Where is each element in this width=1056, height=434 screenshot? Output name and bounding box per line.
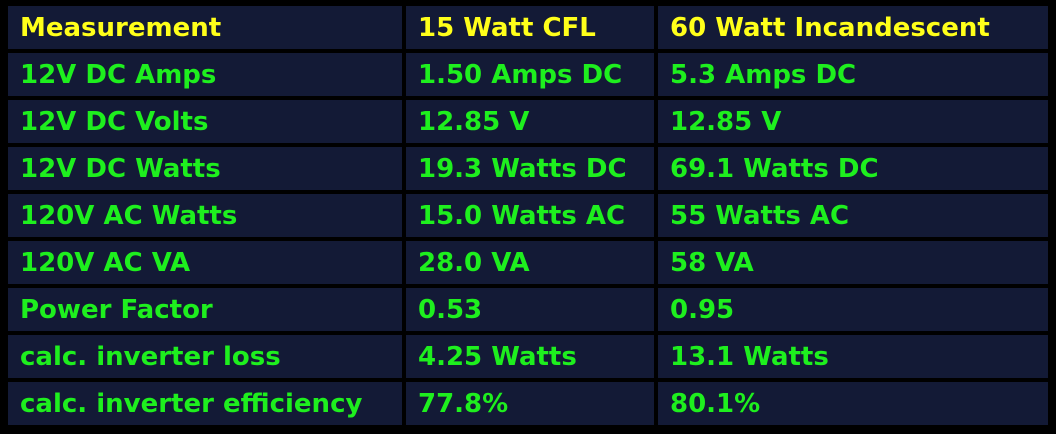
table-cell: 80.1% — [658, 382, 1048, 425]
header-cell: Measurement — [8, 6, 402, 49]
table-cell: 4.25 Watts — [406, 335, 654, 378]
table-cell: 12V DC Amps — [8, 53, 402, 96]
table-cell: 55 Watts AC — [658, 194, 1048, 237]
table-row: 12V DC Amps 1.50 Amps DC 5.3 Amps DC — [8, 53, 1048, 96]
header-cell: 60 Watt Incandescent — [658, 6, 1048, 49]
table-cell: 58 VA — [658, 241, 1048, 284]
header-row: Measurement 15 Watt CFL 60 Watt Incandesce… — [8, 6, 1048, 49]
table-cell: 19.3 Watts DC — [406, 147, 654, 190]
header-cell: 15 Watt CFL — [406, 6, 654, 49]
table-cell: 12V DC Watts — [8, 147, 402, 190]
table-cell: 120V AC Watts — [8, 194, 402, 237]
table-cell: 12.85 V — [406, 100, 654, 143]
table-cell: 28.0 VA — [406, 241, 654, 284]
table-cell: 15.0 Watts AC — [406, 194, 654, 237]
data-table: Measurement 15 Watt CFL 60 Watt Incandesce… — [4, 2, 1052, 429]
table-row: Power Factor 0.53 0.95 — [8, 288, 1048, 331]
table-cell: 0.53 — [406, 288, 654, 331]
table-cell: 69.1 Watts DC — [658, 147, 1048, 190]
table-row: 120V AC VA 28.0 VA 58 VA — [8, 241, 1048, 284]
table-cell: Power Factor — [8, 288, 402, 331]
table-cell: 13.1 Watts — [658, 335, 1048, 378]
table-row: calc. inverter efficiency 77.8% 80.1% — [8, 382, 1048, 425]
table-cell: 1.50 Amps DC — [406, 53, 654, 96]
table-cell: calc. inverter efficiency — [8, 382, 402, 425]
table-row: 120V AC Watts 15.0 Watts AC 55 Watts AC — [8, 194, 1048, 237]
table-cell: 5.3 Amps DC — [658, 53, 1048, 96]
table-row: 12V DC Watts 19.3 Watts DC 69.1 Watts DC — [8, 147, 1048, 190]
table-cell: 77.8% — [406, 382, 654, 425]
table-cell: 12V DC Volts — [8, 100, 402, 143]
table-cell: 0.95 — [658, 288, 1048, 331]
table-cell: calc. inverter loss — [8, 335, 402, 378]
table-row: calc. inverter loss 4.25 Watts 13.1 Watts — [8, 335, 1048, 378]
table-row: 12V DC Volts 12.85 V 12.85 V — [8, 100, 1048, 143]
table-cell: 12.85 V — [658, 100, 1048, 143]
table-cell: 120V AC VA — [8, 241, 402, 284]
